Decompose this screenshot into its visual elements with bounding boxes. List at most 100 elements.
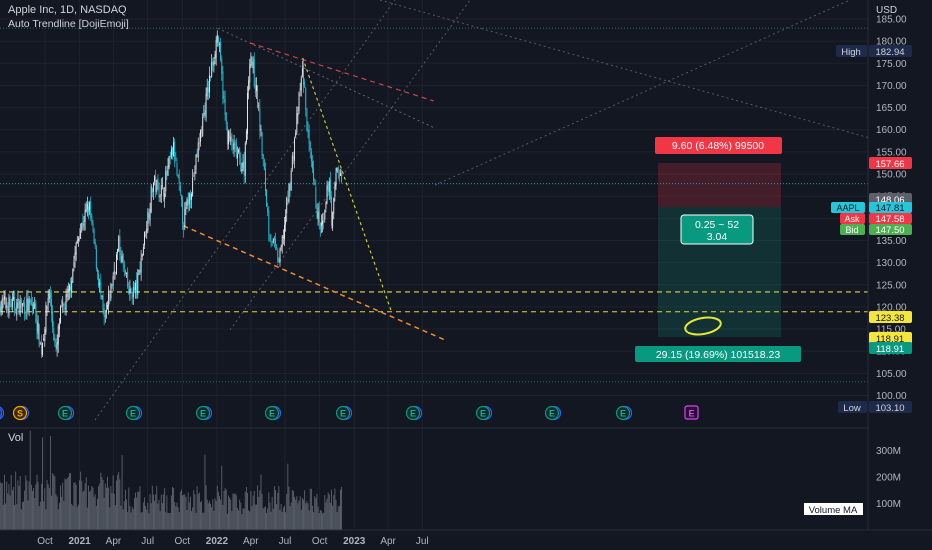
candle-body	[303, 65, 304, 85]
volume-bar	[225, 489, 227, 530]
event-marker[interactable]: D	[0, 406, 5, 420]
volume-bar	[210, 503, 212, 530]
volume-bar	[63, 500, 65, 530]
indicator-title[interactable]: Auto Trendline [DojiEmoji]	[8, 18, 129, 30]
candle-body	[271, 244, 273, 245]
trendlines[interactable]	[183, 27, 446, 341]
level-3-tag: 118.91	[869, 342, 912, 355]
event-marker[interactable]: E	[195, 405, 213, 421]
volume-bar	[124, 489, 126, 530]
candle-body	[57, 326, 59, 345]
candle-body	[289, 183, 291, 191]
candle-body	[316, 208, 318, 218]
volume-bar	[240, 502, 242, 530]
ratio-label[interactable]: 0.25 ~ 52 3.04	[680, 214, 754, 245]
high-label-box	[836, 45, 867, 57]
volume-bar	[281, 511, 283, 530]
candle-body	[236, 154, 238, 158]
volume-bar	[166, 495, 168, 530]
volume-title[interactable]: Vol	[8, 432, 23, 444]
volume-bar	[75, 484, 77, 530]
volume-bar	[133, 498, 135, 530]
candle-body	[235, 142, 237, 157]
volume-bar	[292, 491, 294, 530]
volume-bar	[206, 499, 208, 530]
candle-body	[282, 236, 284, 239]
event-marker[interactable]: E	[335, 405, 353, 421]
volume-bar	[89, 491, 91, 530]
volume-bar	[55, 494, 57, 530]
volume-tick-label: 200M	[876, 473, 901, 484]
time-tick-label: Oct	[37, 536, 53, 547]
volume-bar	[254, 504, 256, 530]
volume-bar	[169, 513, 171, 530]
volume-bar	[257, 485, 259, 530]
candle-body	[290, 170, 292, 191]
candle-body	[86, 203, 88, 210]
candle-body	[310, 152, 312, 162]
volume-bar	[241, 513, 243, 530]
time-axis[interactable]	[0, 530, 932, 550]
volume-bar	[224, 488, 226, 530]
reward-label[interactable]: 29.15 (19.69%) 101518.23	[635, 346, 801, 362]
candle-body	[92, 222, 94, 228]
candle-body	[331, 196, 332, 226]
event-marker[interactable]: E	[615, 405, 633, 421]
trendline[interactable]	[183, 225, 446, 341]
candle-body	[103, 308, 105, 317]
candle-body	[198, 141, 200, 145]
candle-body	[161, 185, 163, 187]
currency-label: USD	[876, 5, 897, 16]
candle-body	[279, 248, 281, 263]
candle-body	[245, 130, 247, 143]
event-marker[interactable]: S	[12, 405, 30, 421]
candle-body	[216, 34, 218, 43]
event-marker[interactable]: E	[57, 405, 75, 421]
candle-body	[256, 85, 257, 92]
event-marker[interactable]: E	[544, 405, 562, 421]
candle-body	[117, 248, 119, 253]
candle-body	[261, 131, 263, 156]
candle-body	[142, 247, 144, 256]
volume-bar	[180, 489, 182, 530]
candle-body	[113, 270, 115, 275]
candle-body	[170, 148, 172, 158]
price-scale[interactable]	[868, 0, 932, 530]
volume-bar	[82, 491, 84, 530]
candle-body	[264, 168, 266, 191]
event-marker[interactable]: E	[405, 405, 423, 421]
candle-body	[121, 255, 123, 262]
candle-body	[288, 183, 290, 202]
volume-bar	[295, 499, 297, 530]
candle-body	[241, 168, 243, 172]
candle-body	[11, 298, 13, 308]
candle-body	[226, 126, 228, 145]
candle-body	[308, 129, 310, 144]
volume-bar	[194, 494, 196, 530]
risk-label[interactable]: 9.60 (6.48%) 99500	[655, 137, 782, 154]
time-tick-label: Apr	[243, 536, 259, 547]
event-marker[interactable]: E	[264, 405, 282, 421]
event-marker[interactable]: E	[475, 405, 493, 421]
volume-bar	[319, 509, 321, 530]
volume-bar	[128, 487, 130, 530]
candle-body	[320, 223, 322, 226]
symbol-title[interactable]: Apple Inc, 1D, NASDAQ	[8, 4, 127, 16]
highlight-ellipse[interactable]	[684, 315, 722, 337]
candle-body	[137, 273, 139, 295]
event-marker[interactable]: E	[125, 405, 143, 421]
candle-body	[163, 187, 164, 197]
future-earnings-marker[interactable]: E	[684, 405, 699, 420]
candle-body	[74, 252, 76, 260]
trendline[interactable]	[302, 57, 392, 312]
diagonal-guides	[94, 0, 931, 421]
risk-zone[interactable]	[658, 163, 781, 207]
candle-body	[140, 258, 142, 273]
volume-bar	[303, 499, 304, 530]
candle-body	[169, 155, 171, 158]
volume-bar	[99, 483, 101, 530]
price-tick-label: 180.00	[876, 37, 907, 48]
volume-bar	[179, 491, 181, 530]
volume-bar	[16, 504, 18, 530]
